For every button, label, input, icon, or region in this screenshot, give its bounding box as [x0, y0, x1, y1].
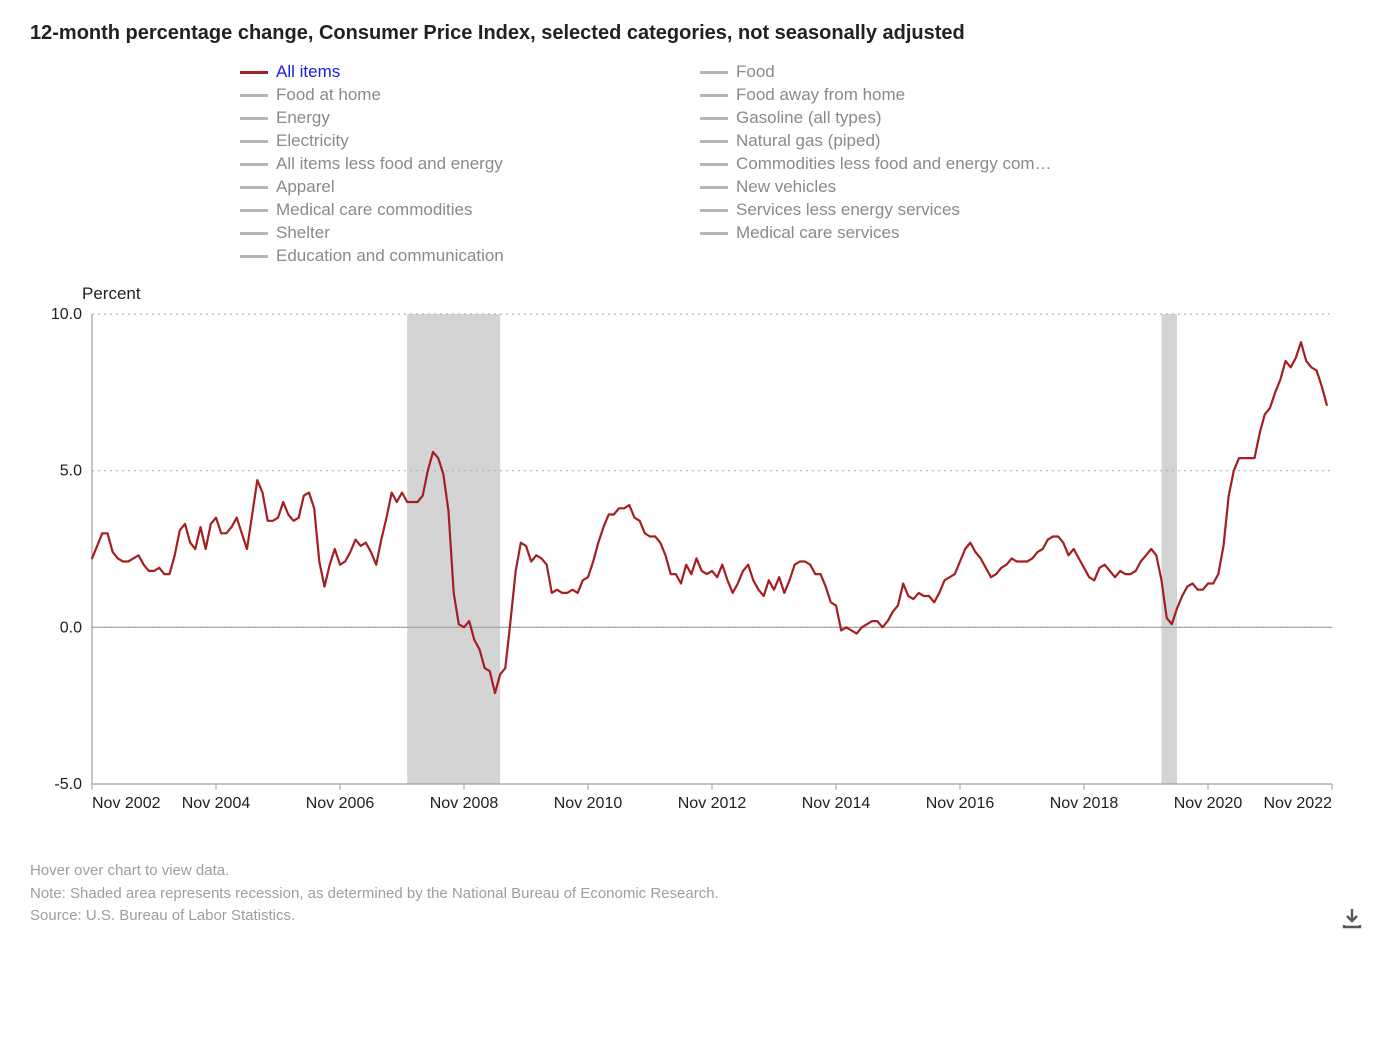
- x-tick-label: Nov 2012: [678, 795, 747, 812]
- legend-item[interactable]: Gasoline (all types): [700, 108, 1200, 128]
- legend-swatch: [240, 186, 268, 189]
- chart-svg: -5.0 0.0 5.0 10.0 Nov 2002 Nov 2004 Nov 2006 No…: [30, 308, 1342, 818]
- x-tick-label: Nov 2020: [1174, 795, 1243, 812]
- chart-plot-area[interactable]: -5.0 0.0 5.0 10.0 Nov 2002 Nov 2004 Nov 2006 No…: [30, 308, 1370, 818]
- legend-swatch: [700, 94, 728, 97]
- legend-item[interactable]: Food away from home: [700, 85, 1200, 105]
- legend-swatch: [240, 232, 268, 235]
- legend-item[interactable]: Food: [700, 62, 1200, 82]
- legend-label: Education and communication: [276, 246, 504, 266]
- legend-label: Shelter: [276, 223, 330, 243]
- legend-item[interactable]: Apparel: [240, 177, 680, 197]
- legend-label: Commodities less food and energy com…: [736, 154, 1052, 174]
- x-tick-label: Nov 2004: [182, 795, 251, 812]
- legend-label: All items less food and energy: [276, 154, 503, 174]
- y-tick-label: 10.0: [51, 308, 82, 323]
- legend-item[interactable]: Natural gas (piped): [700, 131, 1200, 151]
- x-tick-label: Nov 2008: [430, 795, 499, 812]
- y-tick-label: 0.0: [60, 619, 82, 636]
- x-tick-label: Nov 2006: [306, 795, 375, 812]
- y-tick-label: 5.0: [60, 463, 82, 480]
- legend-item[interactable]: Medical care services: [700, 223, 1200, 243]
- legend-label: Apparel: [276, 177, 335, 197]
- chart-footer: Hover over chart to view data. Note: Sha…: [30, 860, 1370, 928]
- legend-item[interactable]: Commodities less food and energy com…: [700, 154, 1200, 174]
- legend-label: Food: [736, 62, 775, 82]
- y-axis-title: Percent: [82, 284, 1370, 304]
- legend-label: New vehicles: [736, 177, 836, 197]
- legend-swatch: [700, 232, 728, 235]
- x-tick-label: Nov 2022: [1264, 795, 1333, 812]
- legend-swatch: [700, 71, 728, 74]
- legend-item[interactable]: Electricity: [240, 131, 680, 151]
- x-tick-label: Nov 2002: [92, 795, 161, 812]
- x-tick-label: Nov 2014: [802, 795, 871, 812]
- legend-label: Food at home: [276, 85, 381, 105]
- legend-swatch: [240, 209, 268, 212]
- recession-band: [407, 314, 500, 784]
- recession-band: [1162, 314, 1178, 784]
- series-line: [92, 342, 1327, 693]
- legend-item[interactable]: Energy: [240, 108, 680, 128]
- legend-label: Natural gas (piped): [736, 131, 881, 151]
- legend-swatch: [240, 94, 268, 97]
- legend-label: Medical care services: [736, 223, 899, 243]
- legend-label: Medical care commodities: [276, 200, 473, 220]
- legend-swatch: [240, 163, 268, 166]
- legend-item[interactable]: All items: [240, 62, 680, 82]
- legend-label: Energy: [276, 108, 330, 128]
- chart-title: 12-month percentage change, Consumer Pri…: [30, 20, 1370, 46]
- legend-swatch: [700, 186, 728, 189]
- legend-swatch: [240, 255, 268, 258]
- legend-swatch: [240, 140, 268, 143]
- legend-label: All items: [276, 62, 340, 82]
- legend-label: Electricity: [276, 131, 349, 151]
- legend-swatch: [700, 209, 728, 212]
- x-tick-label: Nov 2010: [554, 795, 623, 812]
- legend-item[interactable]: Medical care commodities: [240, 200, 680, 220]
- legend-item[interactable]: Education and communication: [240, 246, 680, 266]
- hover-note: Hover over chart to view data.: [30, 860, 1370, 883]
- legend-swatch: [700, 163, 728, 166]
- legend: All items Food Food at home Food away from …: [240, 62, 1370, 266]
- y-tick-label: -5.0: [54, 776, 82, 793]
- legend-swatch: [700, 140, 728, 143]
- legend-item[interactable]: Shelter: [240, 223, 680, 243]
- legend-item[interactable]: Food at home: [240, 85, 680, 105]
- x-tick-label: Nov 2016: [926, 795, 995, 812]
- recession-note: Note: Shaded area represents recession, …: [30, 883, 1370, 906]
- legend-swatch: [240, 71, 268, 74]
- legend-swatch: [700, 117, 728, 120]
- legend-label: Food away from home: [736, 85, 905, 105]
- x-tick-label: Nov 2018: [1050, 795, 1119, 812]
- download-icon[interactable]: [1340, 906, 1364, 930]
- legend-item[interactable]: All items less food and energy: [240, 154, 680, 174]
- legend-item[interactable]: New vehicles: [700, 177, 1200, 197]
- legend-label: Gasoline (all types): [736, 108, 882, 128]
- legend-item[interactable]: Services less energy services: [700, 200, 1200, 220]
- legend-swatch: [240, 117, 268, 120]
- legend-label: Services less energy services: [736, 200, 960, 220]
- source-note: Source: U.S. Bureau of Labor Statistics.: [30, 905, 1370, 928]
